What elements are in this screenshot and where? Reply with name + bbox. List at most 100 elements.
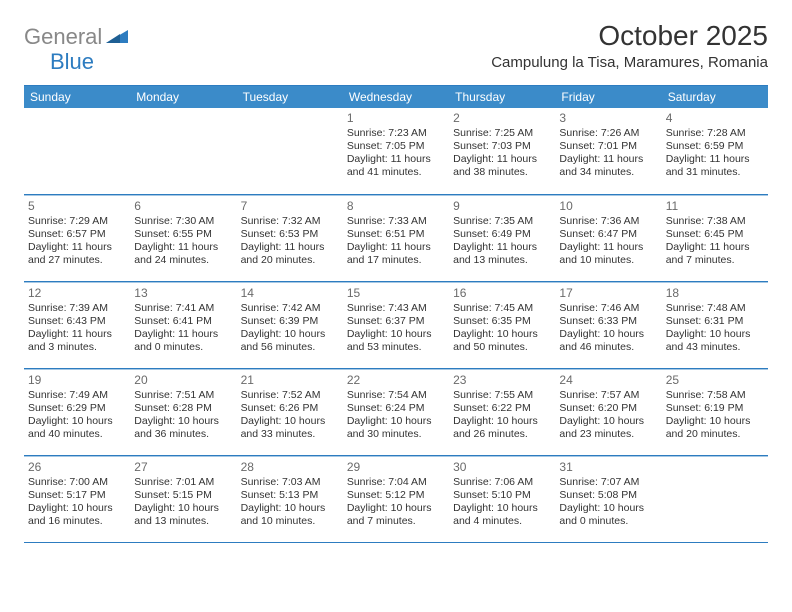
sunset-text: Sunset: 5:12 PM	[347, 489, 445, 502]
sunset-text: Sunset: 6:28 PM	[134, 402, 232, 415]
sunset-text: Sunset: 7:01 PM	[559, 140, 657, 153]
daylight-text: Daylight: 11 hours and 7 minutes.	[666, 241, 764, 267]
sunset-text: Sunset: 6:19 PM	[666, 402, 764, 415]
sunset-text: Sunset: 6:57 PM	[28, 228, 126, 241]
sunset-text: Sunset: 6:24 PM	[347, 402, 445, 415]
day-cell: 29Sunrise: 7:04 AMSunset: 5:12 PMDayligh…	[343, 456, 449, 542]
daylight-text: Daylight: 11 hours and 34 minutes.	[559, 153, 657, 179]
daylight-text: Daylight: 10 hours and 53 minutes.	[347, 328, 445, 354]
daylight-text: Daylight: 10 hours and 40 minutes.	[28, 415, 126, 441]
sunrise-text: Sunrise: 7:48 AM	[666, 302, 764, 315]
weekday-header-row: Sunday Monday Tuesday Wednesday Thursday…	[24, 86, 768, 108]
sunrise-text: Sunrise: 7:49 AM	[28, 389, 126, 402]
day-cell	[24, 108, 130, 194]
daylight-text: Daylight: 10 hours and 0 minutes.	[559, 502, 657, 528]
day-cell: 12Sunrise: 7:39 AMSunset: 6:43 PMDayligh…	[24, 282, 130, 368]
day-cell: 17Sunrise: 7:46 AMSunset: 6:33 PMDayligh…	[555, 282, 661, 368]
sunset-text: Sunset: 6:37 PM	[347, 315, 445, 328]
sunrise-text: Sunrise: 7:30 AM	[134, 215, 232, 228]
day-number: 3	[559, 111, 657, 125]
week-row: 12Sunrise: 7:39 AMSunset: 6:43 PMDayligh…	[24, 282, 768, 369]
day-number: 30	[453, 460, 551, 474]
sunrise-text: Sunrise: 7:26 AM	[559, 127, 657, 140]
sunrise-text: Sunrise: 7:52 AM	[241, 389, 339, 402]
day-cell: 15 Sunrise: 7:43 AMSunset: 6:37 PMDayligh…	[343, 282, 449, 368]
day-number: 31	[559, 460, 657, 474]
daylight-text: Daylight: 11 hours and 10 minutes.	[559, 241, 657, 267]
day-cell: 13Sunrise: 7:41 AMSunset: 6:41 PMDayligh…	[130, 282, 236, 368]
daylight-text: Daylight: 10 hours and 30 minutes.	[347, 415, 445, 441]
week-row: 5Sunrise: 7:29 AMSunset: 6:57 PMDaylight…	[24, 195, 768, 282]
day-cell: 26Sunrise: 7:00 AMSunset: 5:17 PMDayligh…	[24, 456, 130, 542]
sunrise-text: Sunrise: 7:00 AM	[28, 476, 126, 489]
day-cell: 1Sunrise: 7:23 AMSunset: 7:05 PMDaylight…	[343, 108, 449, 194]
week-row: 1Sunrise: 7:23 AMSunset: 7:05 PMDaylight…	[24, 108, 768, 195]
sunset-text: Sunset: 5:08 PM	[559, 489, 657, 502]
weekday-tue: Tuesday	[237, 86, 343, 108]
daylight-text: Daylight: 11 hours and 41 minutes.	[347, 153, 445, 179]
sunrise-text: Sunrise: 7:03 AM	[241, 476, 339, 489]
day-cell: 3 Sunrise: 7:26 AMSunset: 7:01 PMDaylight…	[555, 108, 661, 194]
sunset-text: Sunset: 7:05 PM	[347, 140, 445, 153]
sunrise-text: Sunrise: 7:43 AM	[347, 302, 445, 315]
daylight-text: Daylight: 11 hours and 17 minutes.	[347, 241, 445, 267]
sunset-text: Sunset: 6:45 PM	[666, 228, 764, 241]
sunset-text: Sunset: 6:39 PM	[241, 315, 339, 328]
sunset-text: Sunset: 6:51 PM	[347, 228, 445, 241]
weekday-mon: Monday	[130, 86, 236, 108]
daylight-text: Daylight: 11 hours and 0 minutes.	[134, 328, 232, 354]
day-cell: 4Sunrise: 7:28 AMSunset: 6:59 PMDaylight…	[662, 108, 768, 194]
sunrise-text: Sunrise: 7:51 AM	[134, 389, 232, 402]
sunset-text: Sunset: 6:59 PM	[666, 140, 764, 153]
sunset-text: Sunset: 6:26 PM	[241, 402, 339, 415]
day-number: 1	[347, 111, 445, 125]
day-number: 5	[28, 199, 126, 213]
day-cell	[130, 108, 236, 194]
calendar: Sunday Monday Tuesday Wednesday Thursday…	[24, 86, 768, 543]
sunset-text: Sunset: 6:22 PM	[453, 402, 551, 415]
week-row: 26Sunrise: 7:00 AMSunset: 5:17 PMDayligh…	[24, 456, 768, 543]
day-number: 28	[241, 460, 339, 474]
sunset-text: Sunset: 6:35 PM	[453, 315, 551, 328]
daylight-text: Daylight: 11 hours and 38 minutes.	[453, 153, 551, 179]
day-cell: 8Sunrise: 7:33 AMSunset: 6:51 PMDaylight…	[343, 195, 449, 281]
sunrise-text: Sunrise: 7:25 AM	[453, 127, 551, 140]
sunrise-text: Sunrise: 7:58 AM	[666, 389, 764, 402]
sunset-text: Sunset: 7:03 PM	[453, 140, 551, 153]
sunrise-text: Sunrise: 7:04 AM	[347, 476, 445, 489]
sunset-text: Sunset: 6:20 PM	[559, 402, 657, 415]
sunset-text: Sunset: 6:31 PM	[666, 315, 764, 328]
sunrise-text: Sunrise: 7:38 AM	[666, 215, 764, 228]
location-text: Campulung la Tisa, Maramures, Romania	[491, 54, 768, 71]
daylight-text: Daylight: 10 hours and 36 minutes.	[134, 415, 232, 441]
day-cell: 18 Sunrise: 7:48 AMSunset: 6:31 PMDayligh…	[662, 282, 768, 368]
sunrise-text: Sunrise: 7:35 AM	[453, 215, 551, 228]
day-number: 4	[666, 111, 764, 125]
day-cell: 5Sunrise: 7:29 AMSunset: 6:57 PMDaylight…	[24, 195, 130, 281]
day-cell: 23Sunrise: 7:55 AMSunset: 6:22 PMDayligh…	[449, 369, 555, 455]
day-number: 10	[559, 199, 657, 213]
daylight-text: Daylight: 10 hours and 50 minutes.	[453, 328, 551, 354]
sunset-text: Sunset: 5:10 PM	[453, 489, 551, 502]
sunrise-text: Sunrise: 7:46 AM	[559, 302, 657, 315]
day-cell: 31Sunrise: 7:07 AMSunset: 5:08 PMDayligh…	[555, 456, 661, 542]
day-cell: 10Sunrise: 7:36 AMSunset: 6:47 PMDayligh…	[555, 195, 661, 281]
daylight-text: Daylight: 10 hours and 43 minutes.	[666, 328, 764, 354]
day-number: 11	[666, 199, 764, 213]
day-number: 6	[134, 199, 232, 213]
day-number: 15	[347, 286, 445, 300]
day-cell: 7Sunrise: 7:32 AMSunset: 6:53 PMDaylight…	[237, 195, 343, 281]
day-number: 2	[453, 111, 551, 125]
day-cell: 22Sunrise: 7:54 AMSunset: 6:24 PMDayligh…	[343, 369, 449, 455]
day-number: 29	[347, 460, 445, 474]
day-cell: 14Sunrise: 7:42 AMSunset: 6:39 PMDayligh…	[237, 282, 343, 368]
daylight-text: Daylight: 10 hours and 20 minutes.	[666, 415, 764, 441]
sunset-text: Sunset: 6:55 PM	[134, 228, 232, 241]
weekday-fri: Friday	[555, 86, 661, 108]
day-number: 18	[666, 286, 764, 300]
daylight-text: Daylight: 10 hours and 13 minutes.	[134, 502, 232, 528]
daylight-text: Daylight: 10 hours and 56 minutes.	[241, 328, 339, 354]
day-cell: 6Sunrise: 7:30 AMSunset: 6:55 PMDaylight…	[130, 195, 236, 281]
day-number: 19	[28, 373, 126, 387]
sunset-text: Sunset: 6:49 PM	[453, 228, 551, 241]
